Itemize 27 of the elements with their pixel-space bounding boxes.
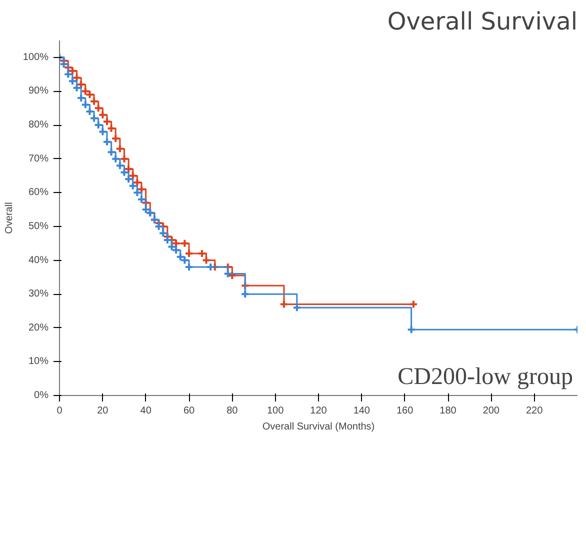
x-axis-title: Overall Survival (Months) xyxy=(262,422,375,432)
x-tick-label: 140 xyxy=(353,406,370,416)
x-tick-label: 200 xyxy=(482,406,500,416)
y-tick-label: 50% xyxy=(28,220,49,232)
x-tick-label: 40 xyxy=(140,406,152,416)
y-tick-label: 30% xyxy=(28,288,49,300)
y-tick-label: 20% xyxy=(28,322,49,334)
y-tick-label: 90% xyxy=(28,86,49,97)
x-tick-label: 220 xyxy=(526,406,544,416)
y-tick-label: 10% xyxy=(28,356,49,368)
chart-title: Overall Survival xyxy=(387,8,578,36)
y-tick-label: 0% xyxy=(34,390,49,401)
x-tick-label: 120 xyxy=(310,406,328,416)
y-tick-label: 100% xyxy=(22,52,49,63)
x-tick-label: 160 xyxy=(396,406,414,416)
x-tick-label: 180 xyxy=(440,406,457,416)
x-tick-label: 60 xyxy=(183,406,195,416)
x-tick-label: 80 xyxy=(226,406,238,416)
y-tick-label: 80% xyxy=(28,120,49,131)
y-tick-label: 70% xyxy=(28,153,49,164)
x-tick-label: 20 xyxy=(97,406,109,416)
x-tick-label: 0 xyxy=(56,406,63,416)
y-tick-label: 40% xyxy=(28,254,49,266)
y-tick-label: 60% xyxy=(28,187,49,198)
y-axis-title: Overall xyxy=(4,202,15,234)
series-label: CD200-low group xyxy=(398,364,573,391)
x-tick-label: 100 xyxy=(266,406,284,416)
